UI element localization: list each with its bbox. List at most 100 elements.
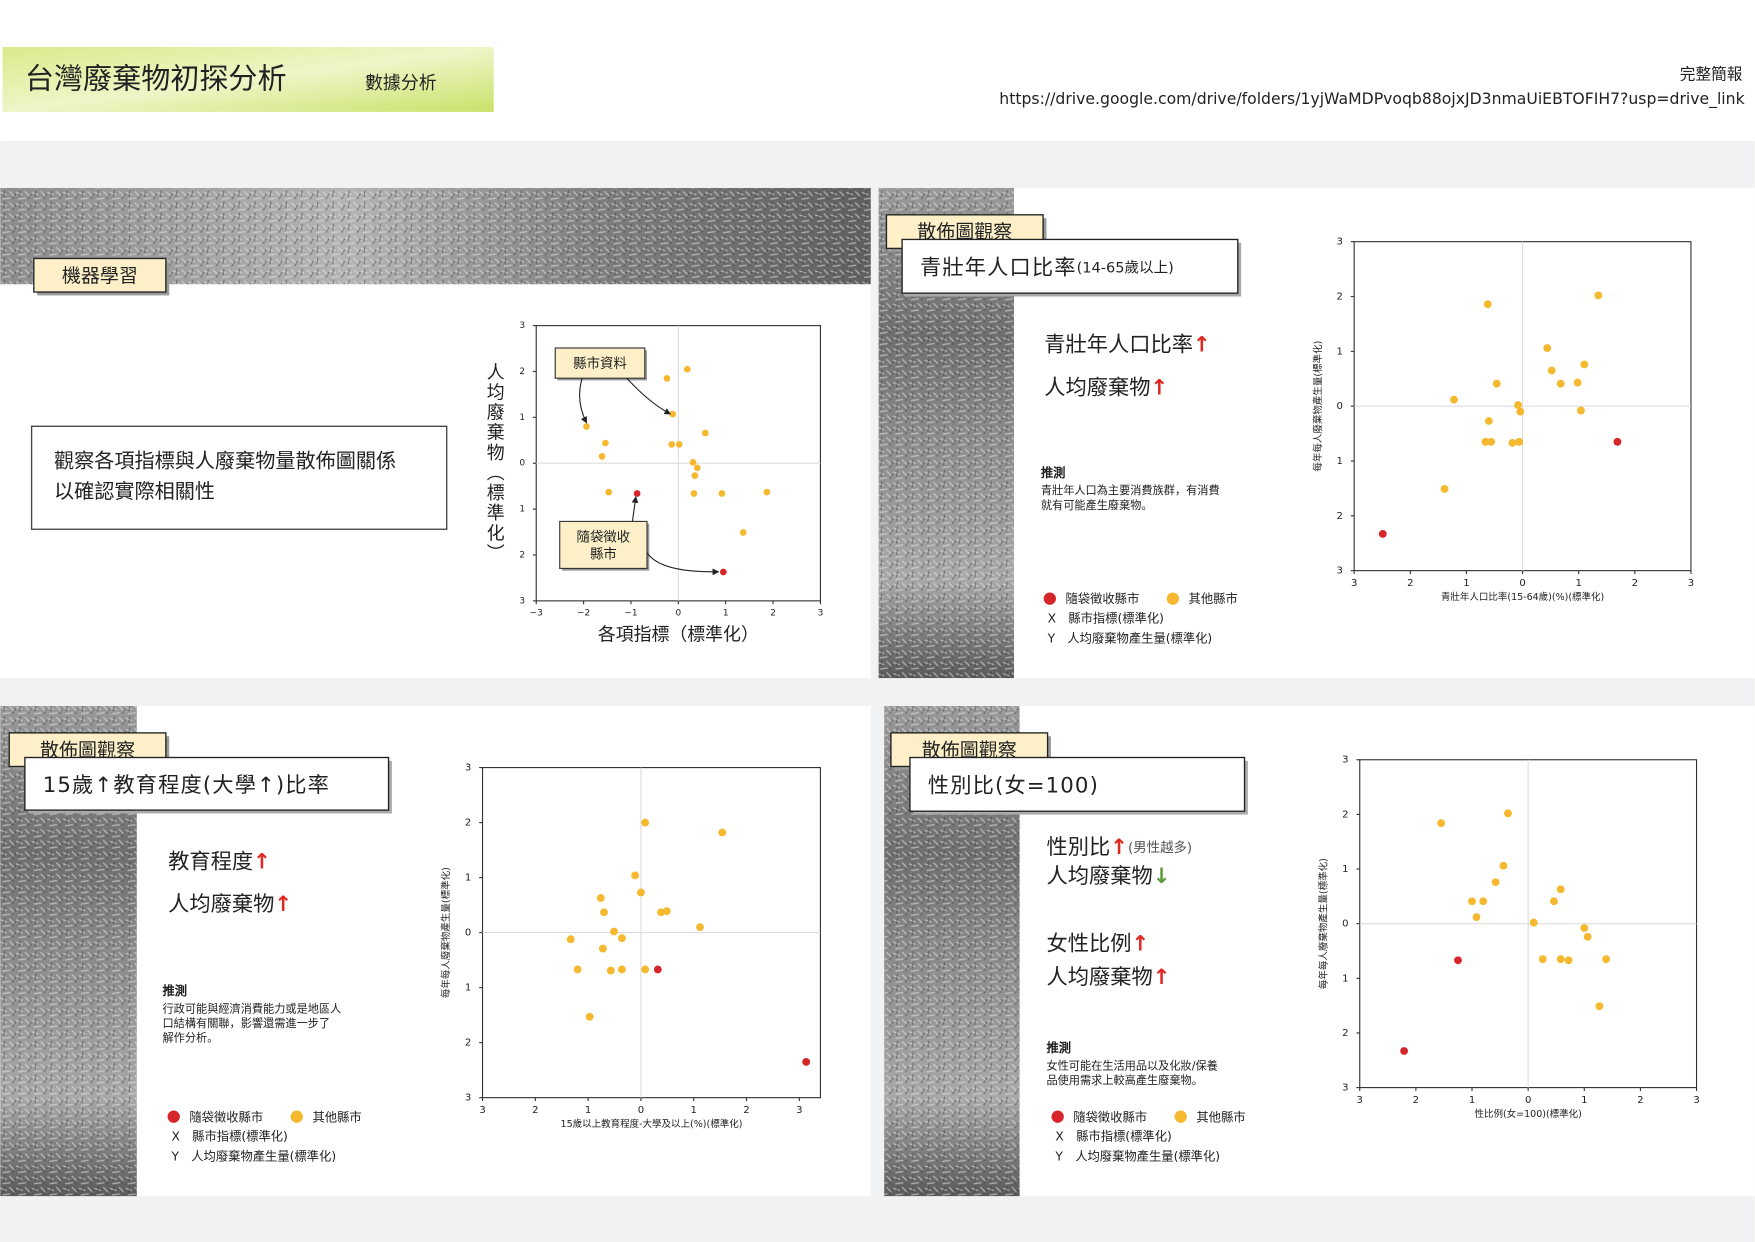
annotation-arrow bbox=[579, 378, 588, 424]
legend-swatch bbox=[1051, 1110, 1064, 1123]
trend-arrow: ↑ bbox=[1153, 965, 1171, 990]
header-subtitle: 數據分析 bbox=[365, 73, 437, 94]
data-point bbox=[641, 818, 650, 827]
title-text: 15歲↑教育程度(大學↑)比率 bbox=[43, 773, 330, 798]
data-point bbox=[1547, 366, 1556, 375]
x-tick-label: 3 bbox=[818, 609, 824, 619]
observation: 性別比↑(男性越多) bbox=[1046, 835, 1192, 860]
data-point bbox=[1492, 379, 1501, 388]
observation: 人均廢棄物↓ bbox=[1046, 864, 1170, 889]
legend-swatch bbox=[1043, 592, 1056, 605]
header-title: 台灣廢棄物初探分析 bbox=[25, 62, 287, 96]
inference-text: 青壯年人口為主要消費族群，有消費 bbox=[1041, 483, 1220, 497]
x-tick-label: 2 bbox=[1632, 578, 1638, 589]
y-axis-label: 每年每人廢棄物產生量(標準化) bbox=[1317, 858, 1329, 989]
y-tick-label: 1 bbox=[519, 413, 525, 423]
x-tick-label: 3 bbox=[1351, 578, 1357, 589]
inference-text: 行政可能與經濟消費能力或是地區人 bbox=[163, 1001, 342, 1015]
y-tick-label: 3 bbox=[1342, 1083, 1348, 1094]
data-point bbox=[1613, 437, 1622, 446]
legend-note: Y 人均廢棄物產生量(標準化) bbox=[170, 1148, 336, 1163]
inference-text: 品使用需求上較高產生廢棄物。 bbox=[1046, 1073, 1202, 1087]
data-point bbox=[1437, 819, 1446, 828]
data-point bbox=[1550, 897, 1558, 906]
data-point bbox=[1508, 438, 1517, 447]
data-point bbox=[1515, 437, 1524, 446]
y-tick-label: 1 bbox=[1342, 864, 1348, 875]
data-point bbox=[1564, 956, 1573, 965]
y-tick-label: 0 bbox=[519, 459, 525, 469]
data-point bbox=[1499, 861, 1508, 870]
data-point bbox=[668, 441, 676, 448]
data-point bbox=[1479, 897, 1488, 906]
data-point bbox=[718, 828, 727, 837]
inference-text: 女性可能在生活用品以及化妝/保養 bbox=[1046, 1058, 1217, 1072]
observation-text: 人均廢棄物 bbox=[168, 892, 274, 917]
data-point bbox=[573, 965, 582, 974]
trend-arrow: ↑ bbox=[253, 850, 271, 875]
data-point bbox=[1504, 809, 1512, 818]
legend-label: 其他縣市 bbox=[1189, 591, 1238, 606]
data-point bbox=[690, 490, 698, 497]
annotation-text: 隨袋徵收 bbox=[577, 530, 631, 546]
y-tick-label: 3 bbox=[1337, 566, 1343, 577]
data-point bbox=[653, 965, 662, 974]
data-point bbox=[566, 935, 575, 944]
data-point bbox=[663, 375, 671, 382]
annotation-box bbox=[559, 520, 648, 569]
data-point bbox=[1543, 344, 1552, 352]
title-text: 性別比(女=100) bbox=[928, 774, 1099, 799]
observation: 人均廢棄物↑ bbox=[1044, 375, 1168, 400]
panel-title: 性別比(女=100) bbox=[928, 774, 1099, 799]
tag-label: 散佈圖觀察 bbox=[40, 739, 135, 761]
observation: 女性比例↑ bbox=[1046, 931, 1149, 956]
inference-text: 口結構有關聯，影響還需進一步了 bbox=[163, 1016, 331, 1030]
x-tick-label: 1 bbox=[585, 1105, 591, 1116]
legend-swatch bbox=[167, 1110, 180, 1123]
y-tick-label: 0 bbox=[465, 928, 471, 939]
data-point bbox=[600, 908, 608, 917]
trend-arrow: ↑ bbox=[1131, 931, 1149, 956]
data-point bbox=[583, 423, 590, 430]
legend-label: 其他縣市 bbox=[1196, 1109, 1245, 1124]
y-tick-label: 1 bbox=[1342, 973, 1348, 984]
data-point bbox=[1440, 485, 1449, 493]
x-tick-label: 0 bbox=[1519, 578, 1525, 589]
y-tick-label: 3 bbox=[519, 596, 525, 606]
x-tick-label: 3 bbox=[1357, 1095, 1363, 1106]
x-tick-label: 1 bbox=[1581, 1095, 1587, 1106]
x-axis-label: 性比例(女=100)(標準化) bbox=[1474, 1108, 1581, 1120]
x-tick-label: 1 bbox=[1463, 578, 1469, 589]
data-point bbox=[719, 568, 727, 576]
observation-text: 人均廢棄物 bbox=[1044, 375, 1150, 400]
inference-text: 解作分析。 bbox=[163, 1030, 219, 1044]
y-tick-label: 3 bbox=[519, 321, 525, 331]
text-box bbox=[30, 425, 448, 530]
trend-arrow: ↑ bbox=[1193, 333, 1211, 358]
data-point bbox=[610, 927, 618, 936]
header-banner bbox=[2, 46, 494, 112]
x-tick-label: 3 bbox=[479, 1105, 485, 1116]
title-text: 青壯年人口比率 bbox=[920, 256, 1077, 281]
legend-label: 隨袋徵收縣市 bbox=[189, 1109, 263, 1124]
legend-label: 隨袋徵收縣市 bbox=[1073, 1109, 1147, 1124]
data-point bbox=[633, 490, 641, 497]
link-url: https://drive.google.com/drive/folders/1… bbox=[999, 89, 1745, 109]
data-point bbox=[598, 944, 607, 953]
observation-text: 青壯年人口比率 bbox=[1044, 333, 1193, 358]
x-tick-label: 2 bbox=[770, 609, 776, 619]
inference-title: 推測 bbox=[163, 983, 188, 998]
title-box bbox=[901, 238, 1239, 294]
data-point bbox=[1538, 955, 1547, 964]
inference-text: 就有可能產生廢棄物。 bbox=[1041, 498, 1153, 512]
panel-title: 15歲↑教育程度(大學↑)比率 bbox=[43, 773, 330, 798]
y-tick-label: 3 bbox=[465, 1093, 471, 1104]
annotation-arrow bbox=[626, 377, 672, 415]
inference-title: 推測 bbox=[1046, 1040, 1071, 1055]
data-point bbox=[1577, 406, 1585, 415]
data-point bbox=[585, 1012, 594, 1021]
legend-note: Y 人均廢棄物產生量(標準化) bbox=[1054, 1148, 1220, 1163]
title-box bbox=[24, 756, 390, 811]
x-tick-label: 2 bbox=[1637, 1095, 1643, 1106]
data-point bbox=[689, 458, 697, 466]
